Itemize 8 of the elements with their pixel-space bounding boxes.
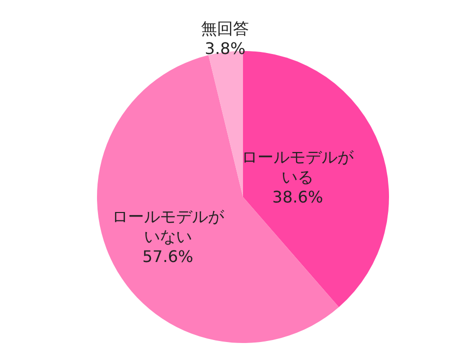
slice-label: 無回答 — [201, 18, 250, 38]
data-label: 3.8% — [204, 38, 246, 58]
slice-label: ロールモデルがいる — [242, 147, 355, 186]
pie-slice — [243, 51, 389, 308]
data-label: 38.6% — [272, 187, 324, 206]
slice-label: ロールモデルがいない — [112, 206, 225, 246]
pie-slice — [97, 55, 339, 343]
data-label: 57.6% — [142, 246, 194, 266]
